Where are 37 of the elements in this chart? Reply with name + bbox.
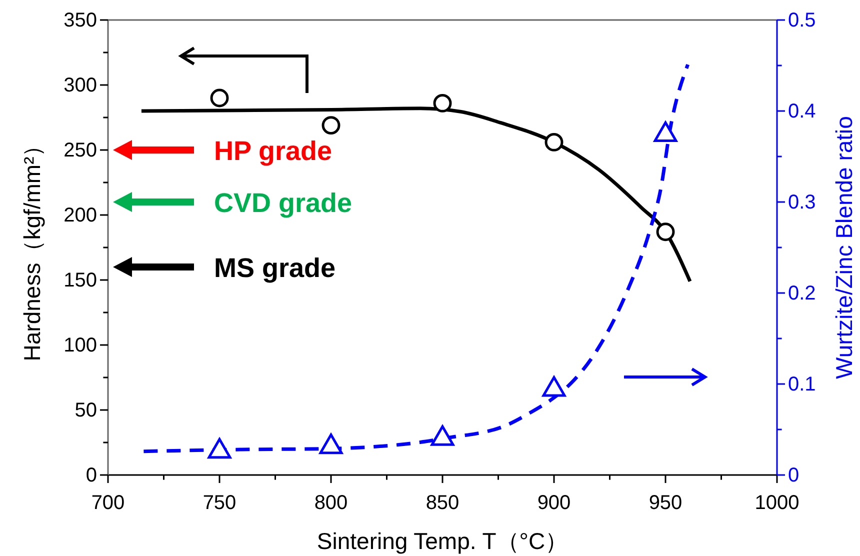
- y-tick-label: 300: [64, 74, 97, 96]
- y-tick-label: 200: [64, 204, 97, 226]
- x-tick-label: 800: [314, 492, 348, 514]
- x-tick-label: 900: [537, 492, 571, 514]
- point: [542, 376, 566, 397]
- y2-tick-label: 0.1: [788, 373, 816, 396]
- y2-tick-label: 0.2: [788, 282, 816, 304]
- x-axis-title: Sintering Temp. T（°C）: [316, 528, 568, 554]
- x-tick-label: 950: [648, 492, 682, 514]
- y-tick-label: 100: [64, 334, 97, 356]
- y2-axis-title: Wurtzite/Zinc Blende ratio: [831, 116, 857, 379]
- point: [433, 94, 452, 112]
- x-tick-label: 750: [202, 492, 236, 514]
- y2-tick-label: 0.3: [788, 191, 816, 214]
- ref-line-label: MS grade: [214, 253, 336, 283]
- ref-line-label: CVD grade: [214, 188, 352, 218]
- y-tick-label: 150: [64, 269, 97, 292]
- x-tick-label: 850: [426, 492, 460, 514]
- point: [322, 116, 340, 135]
- point: [319, 433, 343, 454]
- y-tick-label: 50: [74, 399, 97, 422]
- x-tick-label: 700: [91, 492, 125, 514]
- x-tick-label: 1000: [754, 492, 800, 514]
- point: [654, 121, 678, 142]
- ref-line-label: HP grade: [214, 136, 332, 166]
- y-axis-title: Hardness（kgf/mm²）: [19, 134, 45, 362]
- point: [210, 88, 229, 108]
- y-tick-label: 250: [64, 139, 97, 162]
- y2-tick-label: 0.4: [788, 100, 816, 122]
- point: [656, 222, 675, 242]
- y2-tick-label: 0.5: [788, 9, 816, 32]
- y-tick-label: 350: [64, 9, 97, 32]
- point: [208, 438, 232, 459]
- y-tick-label: 0: [86, 464, 97, 486]
- point: [430, 425, 454, 446]
- y2-tick-label: 0: [788, 464, 800, 486]
- point: [544, 132, 564, 152]
